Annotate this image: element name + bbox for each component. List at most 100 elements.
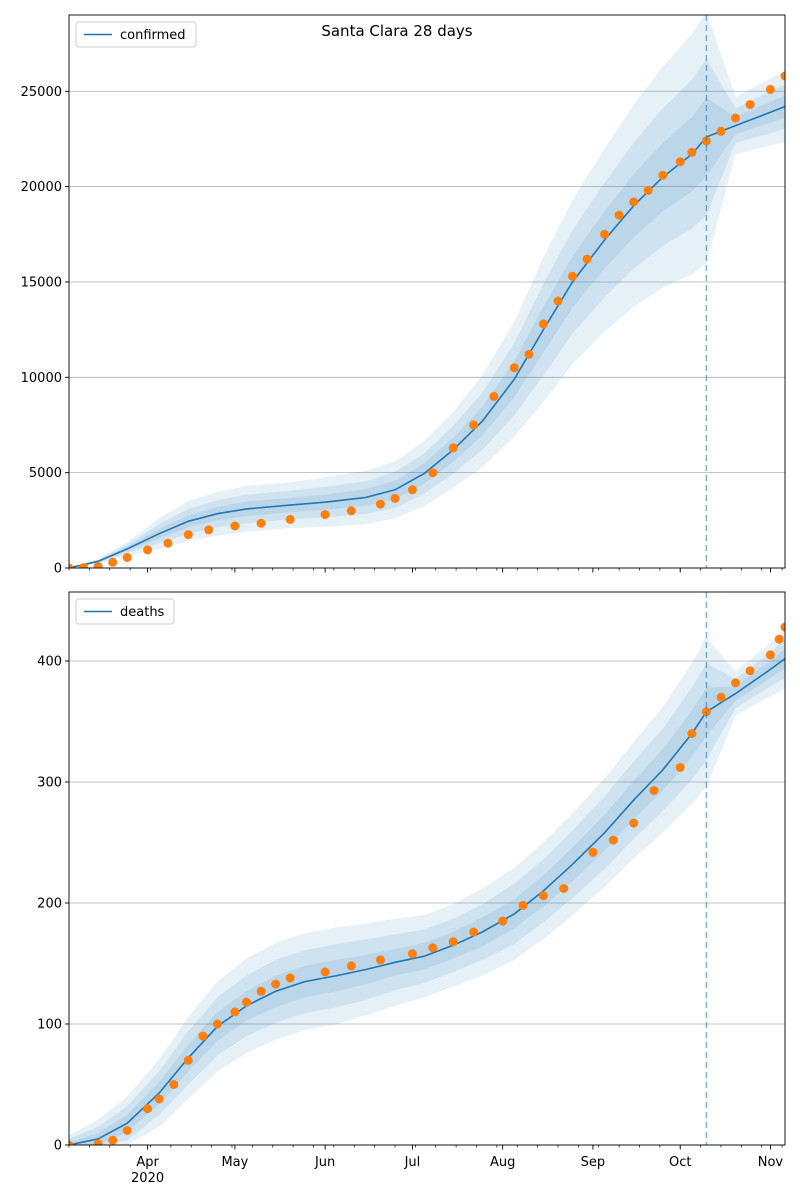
observed-point bbox=[780, 71, 785, 81]
x-tick-label: Sep bbox=[581, 1155, 606, 1170]
observed-point bbox=[93, 1139, 103, 1145]
x-tick-label: Nov bbox=[758, 1155, 784, 1170]
observed-point bbox=[448, 937, 458, 947]
legend-label: confirmed bbox=[120, 28, 186, 43]
observed-point bbox=[108, 1135, 118, 1145]
observed-point bbox=[658, 170, 668, 180]
observed-point bbox=[765, 650, 775, 660]
confidence-band bbox=[69, 58, 785, 568]
observed-point bbox=[108, 557, 118, 567]
observed-point bbox=[428, 943, 438, 953]
y-tick-label: 20000 bbox=[21, 180, 62, 195]
legend-box bbox=[75, 21, 197, 48]
observed-point bbox=[643, 185, 653, 195]
observed-point bbox=[407, 485, 417, 495]
axes-frame bbox=[68, 591, 786, 1146]
observed-point bbox=[600, 229, 609, 239]
observed-point bbox=[518, 900, 528, 910]
axes-frame bbox=[68, 14, 786, 569]
observed-point bbox=[163, 538, 173, 548]
observed-point bbox=[212, 1019, 222, 1029]
observed-point bbox=[69, 563, 74, 568]
observed-point bbox=[509, 363, 519, 373]
confidence-band bbox=[69, 628, 785, 1145]
observed-point bbox=[745, 666, 755, 676]
observed-point bbox=[375, 955, 385, 965]
x-tick-label: Oct bbox=[669, 1155, 691, 1170]
observed-point bbox=[745, 100, 755, 110]
observed-point bbox=[568, 271, 577, 281]
legend-label: deaths bbox=[120, 605, 165, 620]
observed-point bbox=[469, 927, 479, 937]
observed-point bbox=[716, 126, 726, 136]
observed-point bbox=[230, 1007, 240, 1017]
observed-point bbox=[538, 319, 548, 329]
observed-point bbox=[122, 553, 132, 562]
observed-point bbox=[629, 197, 639, 207]
chart-title: Santa Clara 28 days bbox=[321, 22, 472, 40]
observed-point bbox=[183, 1055, 193, 1065]
observed-point bbox=[256, 986, 266, 996]
observed-point bbox=[256, 518, 266, 528]
plot-area bbox=[69, 622, 785, 1145]
observed-point bbox=[687, 147, 697, 157]
y-tick-label: 15000 bbox=[21, 275, 62, 290]
y-tick-label: 0 bbox=[54, 1139, 62, 1154]
y-tick-label: 200 bbox=[37, 896, 62, 911]
observed-point bbox=[774, 634, 784, 644]
observed-point bbox=[285, 514, 295, 524]
y-tick-label: 300 bbox=[37, 775, 62, 790]
observed-point bbox=[716, 692, 726, 702]
confidence-band bbox=[69, 639, 785, 1145]
observed-point bbox=[407, 949, 417, 959]
observed-point bbox=[320, 510, 330, 520]
x-year-label: 2020 bbox=[131, 1171, 164, 1186]
observed-point bbox=[271, 979, 281, 989]
observed-point bbox=[204, 525, 214, 535]
legend-box bbox=[75, 598, 175, 625]
observed-point bbox=[375, 499, 385, 509]
observed-point bbox=[588, 847, 598, 857]
confidence-band bbox=[69, 95, 785, 568]
observed-point bbox=[469, 420, 479, 430]
observed-point bbox=[524, 349, 534, 359]
observed-point bbox=[230, 521, 240, 531]
observed-point bbox=[183, 530, 193, 540]
observed-point bbox=[242, 997, 251, 1007]
observed-point bbox=[731, 113, 740, 123]
confidence-band bbox=[69, 648, 785, 1145]
y-tick-label: 5000 bbox=[29, 466, 62, 481]
observed-point bbox=[629, 818, 639, 828]
observed-point bbox=[320, 967, 330, 977]
observed-point bbox=[428, 468, 438, 478]
observed-point bbox=[608, 835, 618, 845]
observed-point bbox=[143, 545, 153, 555]
observed-point bbox=[614, 210, 624, 220]
observed-point bbox=[649, 786, 659, 795]
observed-point bbox=[285, 973, 295, 983]
observed-point bbox=[559, 884, 569, 893]
y-tick-label: 25000 bbox=[21, 85, 62, 100]
observed-point bbox=[538, 891, 548, 901]
observed-point bbox=[553, 296, 563, 306]
y-tick-label: 10000 bbox=[21, 371, 62, 386]
y-tick-label: 0 bbox=[54, 562, 62, 577]
observed-point bbox=[448, 443, 458, 453]
y-tick-label: 100 bbox=[37, 1017, 62, 1032]
observed-point bbox=[675, 763, 685, 772]
plot-area bbox=[69, 15, 785, 568]
observed-point bbox=[701, 707, 711, 717]
model-line bbox=[69, 657, 785, 1145]
confirmed-panel: 0 5000 10000 15000 20000 25000 confirmed bbox=[21, 14, 786, 577]
observed-point bbox=[79, 563, 89, 568]
observed-point bbox=[675, 157, 685, 167]
x-tick-label: Jul bbox=[404, 1155, 421, 1170]
observed-point bbox=[93, 562, 103, 568]
observed-point bbox=[687, 729, 697, 739]
observed-point bbox=[143, 1104, 153, 1114]
observed-point bbox=[498, 916, 508, 926]
observed-point bbox=[780, 622, 785, 632]
confidence-band bbox=[69, 15, 785, 568]
